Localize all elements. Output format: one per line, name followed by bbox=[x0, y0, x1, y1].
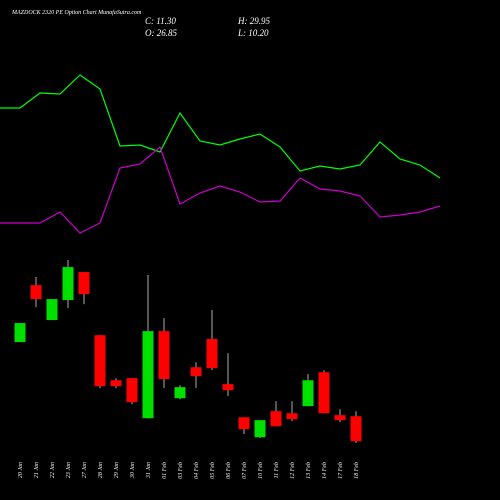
candle-body bbox=[62, 267, 74, 301]
info-close: C: 11.30 bbox=[145, 16, 176, 26]
x-tick-label: 01 Feb bbox=[162, 462, 168, 479]
candle-body bbox=[318, 372, 330, 414]
x-tick-label: 13 Feb bbox=[306, 462, 312, 479]
candle-body bbox=[30, 285, 42, 300]
candle-body bbox=[190, 367, 202, 377]
x-tick-label: 28 Jan bbox=[98, 462, 104, 478]
x-tick-label: 11 Feb bbox=[274, 462, 280, 478]
candle-body bbox=[334, 415, 346, 421]
candle-body bbox=[110, 380, 122, 387]
indicator-line bbox=[0, 145, 441, 234]
x-tick-label: 29 Jan bbox=[114, 462, 120, 478]
candle-body bbox=[14, 323, 26, 343]
x-tick-label: 31 Jan bbox=[146, 462, 152, 479]
candle-body bbox=[174, 387, 186, 399]
candle-body bbox=[94, 335, 106, 387]
x-tick-label: 17 Feb bbox=[338, 462, 344, 479]
info-low: L: 10.20 bbox=[237, 28, 269, 38]
candle-body bbox=[350, 416, 362, 442]
candle-body bbox=[46, 299, 58, 321]
candle-body bbox=[222, 384, 234, 391]
x-tick-label: 12 Feb bbox=[290, 462, 296, 479]
x-tick-label: 30 Jan bbox=[130, 462, 136, 479]
x-tick-label: 03 Feb bbox=[178, 462, 184, 479]
candle-body bbox=[254, 420, 266, 438]
candle-body bbox=[78, 272, 90, 295]
chart-title: MAZDOCK 2320 PE Option Chart MunafaSutra… bbox=[11, 9, 142, 16]
x-tick-label: 22 Jan bbox=[50, 462, 56, 478]
candle-body bbox=[270, 411, 282, 427]
candle-body bbox=[302, 380, 314, 407]
candle-body bbox=[286, 413, 298, 420]
x-tick-label: 27 Jan bbox=[82, 462, 88, 478]
x-tick-label: 07 Feb bbox=[242, 462, 248, 479]
candle-body bbox=[126, 378, 138, 403]
x-tick-label: 14 Feb bbox=[321, 462, 328, 479]
indicator-line bbox=[0, 74, 441, 179]
candle-body bbox=[206, 339, 218, 369]
x-tick-label: 20 Jan bbox=[18, 462, 24, 478]
candle-body bbox=[142, 331, 154, 419]
info-open: O: 26.85 bbox=[145, 28, 177, 38]
x-tick-label: 23 Jan bbox=[66, 462, 72, 478]
x-tick-label: 06 Feb bbox=[226, 462, 232, 479]
candle-body bbox=[238, 417, 250, 430]
x-tick-label: 18 Feb bbox=[354, 462, 360, 479]
x-tick-label: 04 Feb bbox=[193, 462, 200, 479]
x-tick-label: 10 Feb bbox=[258, 462, 264, 479]
candle-body bbox=[158, 331, 170, 380]
x-tick-label: 21 Jan bbox=[34, 462, 40, 478]
x-tick-label: 05 Feb bbox=[210, 462, 216, 479]
info-high: H: 29.95 bbox=[237, 16, 270, 26]
